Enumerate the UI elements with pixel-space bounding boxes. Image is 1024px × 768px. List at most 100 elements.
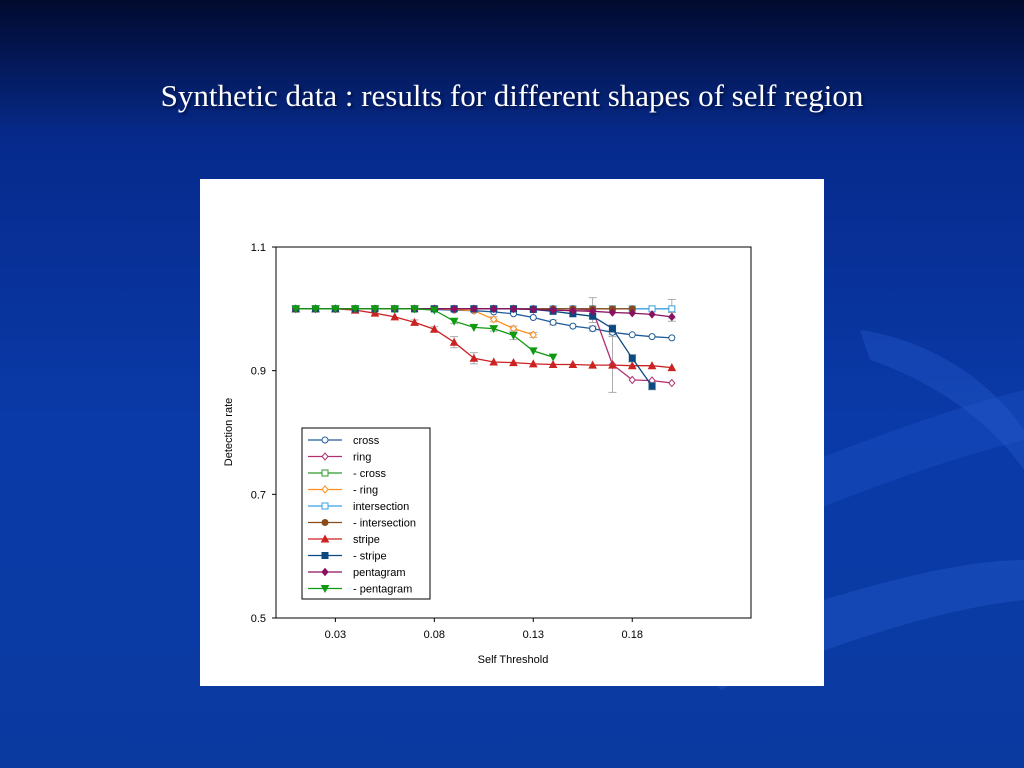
data-point	[490, 304, 498, 314]
data-point	[429, 324, 439, 333]
data-point	[668, 305, 676, 313]
legend-swatch-marker	[321, 485, 329, 494]
data-point	[608, 308, 617, 317]
data-point	[569, 306, 577, 315]
series-layer	[291, 297, 677, 393]
legend: cross ring - cross - ring intersection - inte…	[301, 427, 431, 600]
data-point	[667, 363, 677, 372]
data-point	[350, 305, 360, 314]
data-point	[588, 360, 598, 369]
data-point	[449, 337, 459, 346]
legend-swatch-marker	[321, 436, 329, 444]
data-point	[548, 359, 558, 368]
data-point	[668, 334, 676, 342]
x-tick-label: 0.03	[325, 629, 346, 641]
series-pentagram	[291, 305, 558, 362]
data-point	[470, 304, 478, 314]
data-point	[489, 325, 499, 334]
legend-swatch-marker	[320, 585, 330, 594]
line-chart: 0.5 0.7 0.9 1.1 0.03 0.08 0.13 0.18 Self Thres…	[223, 242, 752, 666]
legend-swatch-marker	[321, 502, 329, 510]
legend-label: - pentagram	[353, 584, 412, 596]
data-point	[509, 331, 518, 340]
data-point	[410, 305, 419, 314]
data-point	[529, 330, 537, 340]
legend-label: stripe	[353, 534, 380, 546]
y-tick-label: 1.1	[251, 242, 266, 254]
data-point	[528, 347, 538, 356]
data-point	[608, 360, 617, 369]
data-point	[549, 305, 557, 315]
legend-label: ring	[353, 452, 371, 464]
y-axis-title: Detection rate	[223, 398, 235, 466]
data-point	[569, 322, 577, 330]
legend-label: - stripe	[353, 551, 387, 563]
data-point	[291, 305, 301, 314]
slide-title: Synthetic data : results for different s…	[160, 78, 864, 113]
data-point	[608, 325, 616, 333]
data-point	[429, 306, 439, 315]
legend-swatch-marker	[320, 534, 330, 543]
x-tick-label: 0.13	[523, 629, 544, 641]
data-point	[390, 305, 400, 314]
data-point	[450, 304, 458, 314]
data-point	[331, 305, 340, 314]
y-tick-label: 0.9	[251, 366, 266, 378]
series-line	[295, 308, 554, 358]
legend-label: cross	[353, 435, 380, 447]
data-point	[529, 305, 537, 314]
legend-swatch-marker	[321, 452, 329, 461]
data-point	[410, 317, 419, 326]
legend-swatch-marker	[321, 519, 329, 526]
data-point	[528, 359, 538, 368]
data-point	[589, 307, 597, 316]
series-pentagram	[292, 304, 676, 322]
legend-swatch-marker	[321, 469, 329, 477]
x-axis-title: Self Threshold	[478, 654, 549, 666]
legend-label: - ring	[353, 485, 378, 497]
data-point	[370, 305, 380, 314]
data-point	[449, 317, 459, 326]
data-point	[647, 361, 657, 370]
legend-swatch-marker	[321, 552, 329, 559]
plot-frame	[275, 246, 752, 619]
y-tick-label: 0.5	[251, 613, 266, 625]
legend-swatch-marker	[321, 567, 329, 577]
data-point	[509, 358, 518, 367]
data-point	[627, 361, 637, 370]
data-point	[529, 313, 537, 321]
data-point	[568, 359, 578, 368]
data-point	[628, 308, 636, 318]
legend-label: - cross	[353, 468, 387, 480]
chart-panel: 0.5 0.7 0.9 1.1 0.03 0.08 0.13 0.18 Self Thres…	[200, 179, 824, 686]
data-point	[311, 305, 320, 314]
legend-label: - intersection	[353, 518, 416, 530]
data-point	[509, 304, 518, 314]
series-stripe	[292, 305, 657, 391]
data-point	[589, 325, 597, 333]
x-axis: 0.03 0.08 0.13 0.18	[325, 618, 643, 641]
data-point	[628, 354, 636, 362]
data-point	[469, 323, 479, 332]
data-point	[628, 375, 636, 385]
data-point	[469, 353, 479, 362]
y-tick-label: 0.7	[251, 489, 266, 501]
y-axis: 0.5 0.7 0.9 1.1	[251, 242, 276, 625]
legend-label: pentagram	[353, 567, 406, 579]
legend-label: intersection	[353, 501, 409, 513]
data-point	[548, 353, 558, 362]
data-point	[668, 378, 676, 388]
data-point	[549, 318, 557, 326]
series-line	[295, 308, 672, 384]
data-point	[628, 331, 636, 339]
x-tick-label: 0.08	[424, 629, 445, 641]
data-point	[489, 357, 499, 366]
data-point	[648, 310, 656, 319]
data-point	[648, 333, 656, 341]
x-tick-label: 0.18	[622, 629, 643, 641]
data-point	[390, 312, 400, 321]
data-point	[648, 382, 656, 390]
data-point	[490, 315, 498, 324]
series-line	[295, 308, 653, 387]
series-line	[295, 308, 672, 369]
